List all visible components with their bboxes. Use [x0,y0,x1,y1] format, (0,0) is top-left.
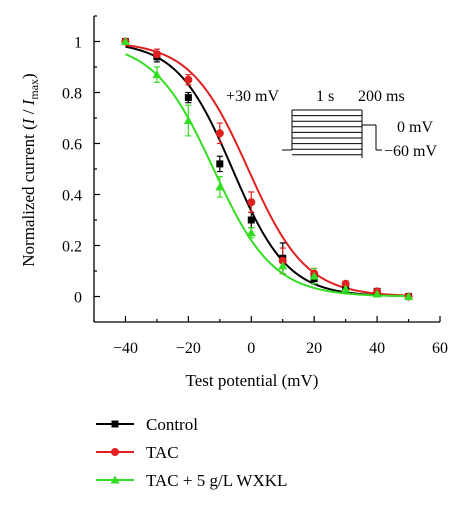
data-point [184,94,192,102]
y-axis-label-main: Normalized current ( [19,124,38,267]
legend-label: TAC [146,443,179,462]
y-tick-label: 0.2 [62,239,82,256]
data-point [152,50,161,59]
y-tick-label: 0.8 [62,86,82,103]
data-point [120,37,130,45]
y-tick-label: 0 [74,290,82,307]
legend-label: Control [146,415,198,434]
inset-label-base: −60 mV [384,143,437,160]
y-axis-label-slash: / [19,105,38,118]
inset-label-duration2: 200 ms [358,88,405,105]
fit-curve [125,44,409,297]
data-point [215,182,225,191]
inset-step-lines [292,109,362,156]
x-ticks: −40 −20 0 20 40 60 [93,316,448,357]
legend-label: TAC + 5 g/L WXKL [146,471,287,490]
x-axis-label: Test potential (mV) [186,371,319,390]
data-point [183,116,193,125]
y-axis-label-imax-i: I [19,98,38,106]
data-point [278,261,288,270]
y-axis-label: Normalized current (I / Imax) [19,73,41,266]
data-point [216,160,224,168]
data-point [278,256,287,265]
y-axis-label-imax-sub: max [27,79,41,100]
data-point [184,75,193,84]
data-point [341,284,351,293]
y-axis-label-end: ) [19,73,38,79]
data-markers [120,37,414,301]
inset-label-duration1: 1 s [316,88,334,105]
inset-label-hold: 0 mV [397,119,433,136]
y-tick-label: 1 [74,35,82,52]
data-point [247,216,255,224]
axes [93,16,440,323]
legend-marker [110,475,120,484]
data-point [215,129,224,138]
fit-curves [125,44,409,298]
legend-marker [111,448,119,456]
data-point [247,198,256,207]
y-ticks: 0 0.2 0.4 0.6 0.8 1 [62,15,100,307]
y-tick-label: 0.6 [62,137,82,154]
x-tick-label: 20 [306,340,322,357]
inset-label-voltage: +30 mV [226,88,279,105]
voltage-protocol-inset: +30 mV 1 s 200 ms 0 mV −60 mV [226,88,437,160]
data-point [246,228,256,237]
fit-curve [125,53,409,298]
x-tick-label: −40 [113,340,138,357]
y-axis-label-i: I [19,117,38,125]
data-point [404,292,414,300]
y-tick-label: 0.4 [62,188,82,205]
data-point [372,289,382,298]
legend: Control TAC TAC + 5 g/L WXKL [96,415,287,490]
data-point [152,70,162,79]
legend-marker [111,420,119,428]
x-tick-label: 40 [369,340,385,357]
x-tick-label: 60 [432,340,448,357]
x-tick-label: 0 [247,340,255,357]
data-point [341,279,350,288]
data-point [309,271,319,280]
x-tick-label: −20 [176,340,201,357]
